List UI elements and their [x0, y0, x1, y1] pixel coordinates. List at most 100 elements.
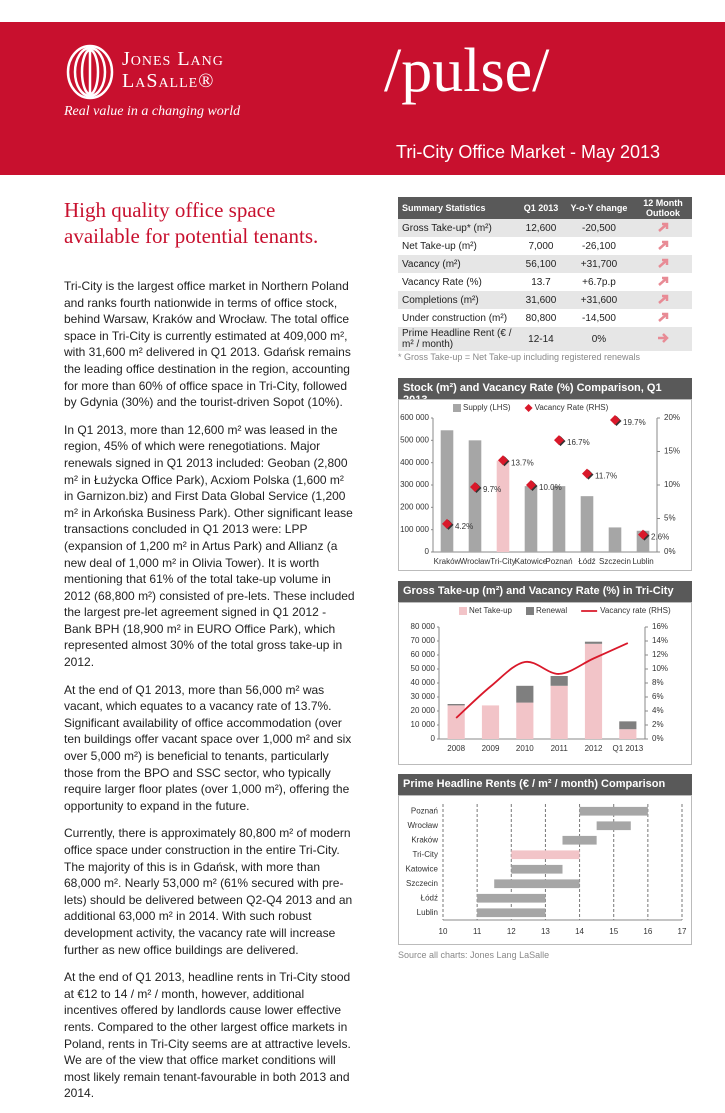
bar	[440, 430, 454, 552]
footnote: * Gross Take-up = Net Take-up including …	[398, 352, 641, 362]
table-cell: 0%	[563, 327, 634, 351]
y2-tick-label: 16%	[652, 622, 668, 631]
x-tick-label: 16	[643, 927, 652, 936]
table-cell: 12-14	[518, 327, 564, 351]
headline: High quality office space available for …	[64, 198, 319, 248]
table-header: Summary Statistics Q1 2013 Y-o-Y change …	[398, 197, 692, 219]
table-row: Prime Headline Rent (€ / m² / month) 12-1…	[398, 327, 692, 351]
data-label: 10.0%	[539, 483, 562, 492]
y2-tick-label: 2%	[652, 720, 664, 729]
y-tick-label: Szczecin	[406, 879, 438, 888]
tagline: Real value in a changing world	[64, 104, 241, 119]
y-tick-label: 0	[431, 734, 436, 743]
paragraph: Tri-City is the largest office market in…	[64, 279, 351, 410]
x-tick-label: 2008	[447, 744, 465, 753]
range-bar	[477, 893, 546, 903]
y-tick-label: 70 000	[411, 636, 436, 645]
legend-label: Net Take-up	[469, 606, 513, 615]
x-tick-label: 14	[575, 927, 584, 936]
bar	[584, 641, 603, 644]
table-cell: +31,700	[563, 255, 634, 273]
legend-swatch	[453, 404, 461, 412]
th: Q1 2013	[518, 197, 564, 219]
outlook-cell	[634, 273, 692, 291]
outlook-cell	[634, 237, 692, 255]
table-cell: Vacancy Rate (%)	[402, 276, 482, 288]
table-cell: Under construction (m²)	[402, 312, 508, 324]
table-cell: Gross Take-up* (m²)	[398, 219, 518, 237]
y-tick-label: Tri-City	[413, 850, 438, 859]
x-tick-label: Szczecin	[599, 557, 631, 566]
bar	[447, 704, 465, 706]
logo-line: Jones Lang	[122, 48, 224, 70]
source: Source all charts: Jones Lang LaSalle	[398, 950, 550, 960]
range-bar	[494, 879, 580, 889]
bar	[468, 440, 482, 552]
x-tick-label: Katowice	[515, 557, 548, 566]
range-bar	[511, 864, 563, 874]
marker	[582, 468, 592, 479]
y-tick-label: 0	[425, 547, 430, 556]
table-body: Gross Take-up* (m²) 12,600 -20,500 Net Take…	[398, 219, 692, 351]
x-tick-label: Tri-City	[490, 557, 515, 566]
y-tick-label: Lublin	[417, 908, 438, 917]
data-label: 16.7%	[567, 438, 590, 447]
y2-tick-label: 0%	[664, 547, 676, 556]
table-row: Completions (m²) 31,600 +31,600	[398, 291, 692, 309]
outlook-cell	[634, 219, 692, 237]
th: Y-o-Y change	[563, 197, 634, 219]
table-cell: 80,800	[525, 312, 557, 324]
y2-tick-label: 5%	[664, 514, 676, 523]
x-tick-label: 2009	[482, 744, 500, 753]
y-tick-label: 20 000	[411, 706, 436, 715]
table-row: Gross Take-up* (m²) 12,600 -20,500	[398, 219, 692, 237]
x-tick-label: 10	[439, 927, 448, 936]
y-tick-label: 30 000	[411, 692, 436, 701]
marker	[638, 529, 648, 540]
x-tick-label: Łódź	[578, 557, 595, 566]
y2-tick-label: 0%	[652, 734, 664, 743]
y2-tick-label: 14%	[652, 636, 668, 645]
bar	[552, 486, 566, 552]
table-cell: Vacancy (m²)	[398, 255, 518, 273]
header-band: Jones Lang LaSalle® Real value in a chan…	[0, 22, 725, 175]
paragraph: In Q1 2013, more than 12,600 m² was leas…	[64, 422, 355, 670]
table-cell: 13.7	[531, 276, 551, 288]
x-tick-label: Kraków	[434, 557, 461, 566]
x-tick-label: 17	[678, 927, 687, 936]
logo-mark	[66, 44, 114, 100]
y-tick-label: 400 000	[400, 458, 429, 467]
outlook-arrow	[658, 332, 669, 343]
data-label: 4.2%	[455, 522, 473, 531]
legend-label: Renewal	[536, 606, 567, 615]
marker	[442, 518, 452, 529]
line	[455, 642, 629, 719]
y2-tick-label: 8%	[652, 678, 664, 687]
y-tick-label: Wrocław	[407, 821, 438, 830]
x-tick-label: 11	[473, 927, 482, 936]
legend-label: Vacancy rate (RHS)	[600, 606, 671, 615]
table-cell: -20,500	[563, 219, 634, 237]
y-tick-label: 500 000	[400, 435, 429, 444]
outlook-arrow	[658, 258, 669, 268]
bar	[524, 486, 538, 552]
paragraph: At the end of Q1 2013, headline rents in…	[64, 970, 351, 1101]
y2-tick-label: 10%	[652, 664, 668, 673]
chart: 0 100 000 200 000 300 000 400 000 500 000 600 …	[398, 399, 692, 571]
y-tick-label: Katowice	[406, 864, 439, 873]
outlook-arrow	[658, 312, 669, 322]
legend-swatch	[526, 607, 534, 615]
y-tick-label: 60 000	[411, 650, 436, 659]
body-text: Tri-City is the largest office market in…	[64, 278, 356, 1113]
range-bar	[596, 821, 631, 831]
range-bar	[562, 835, 597, 845]
y2-tick-label: 10%	[664, 480, 680, 489]
y-tick-label: 10 000	[411, 720, 436, 729]
marker	[470, 482, 480, 493]
th: 12 Month Outlook	[634, 197, 692, 219]
bar	[584, 643, 603, 739]
y-tick-label: 300 000	[400, 480, 429, 489]
y-tick-label: Kraków	[411, 835, 438, 844]
data-label: 9.7%	[483, 485, 501, 494]
x-tick-label: Wrocław	[460, 557, 491, 566]
